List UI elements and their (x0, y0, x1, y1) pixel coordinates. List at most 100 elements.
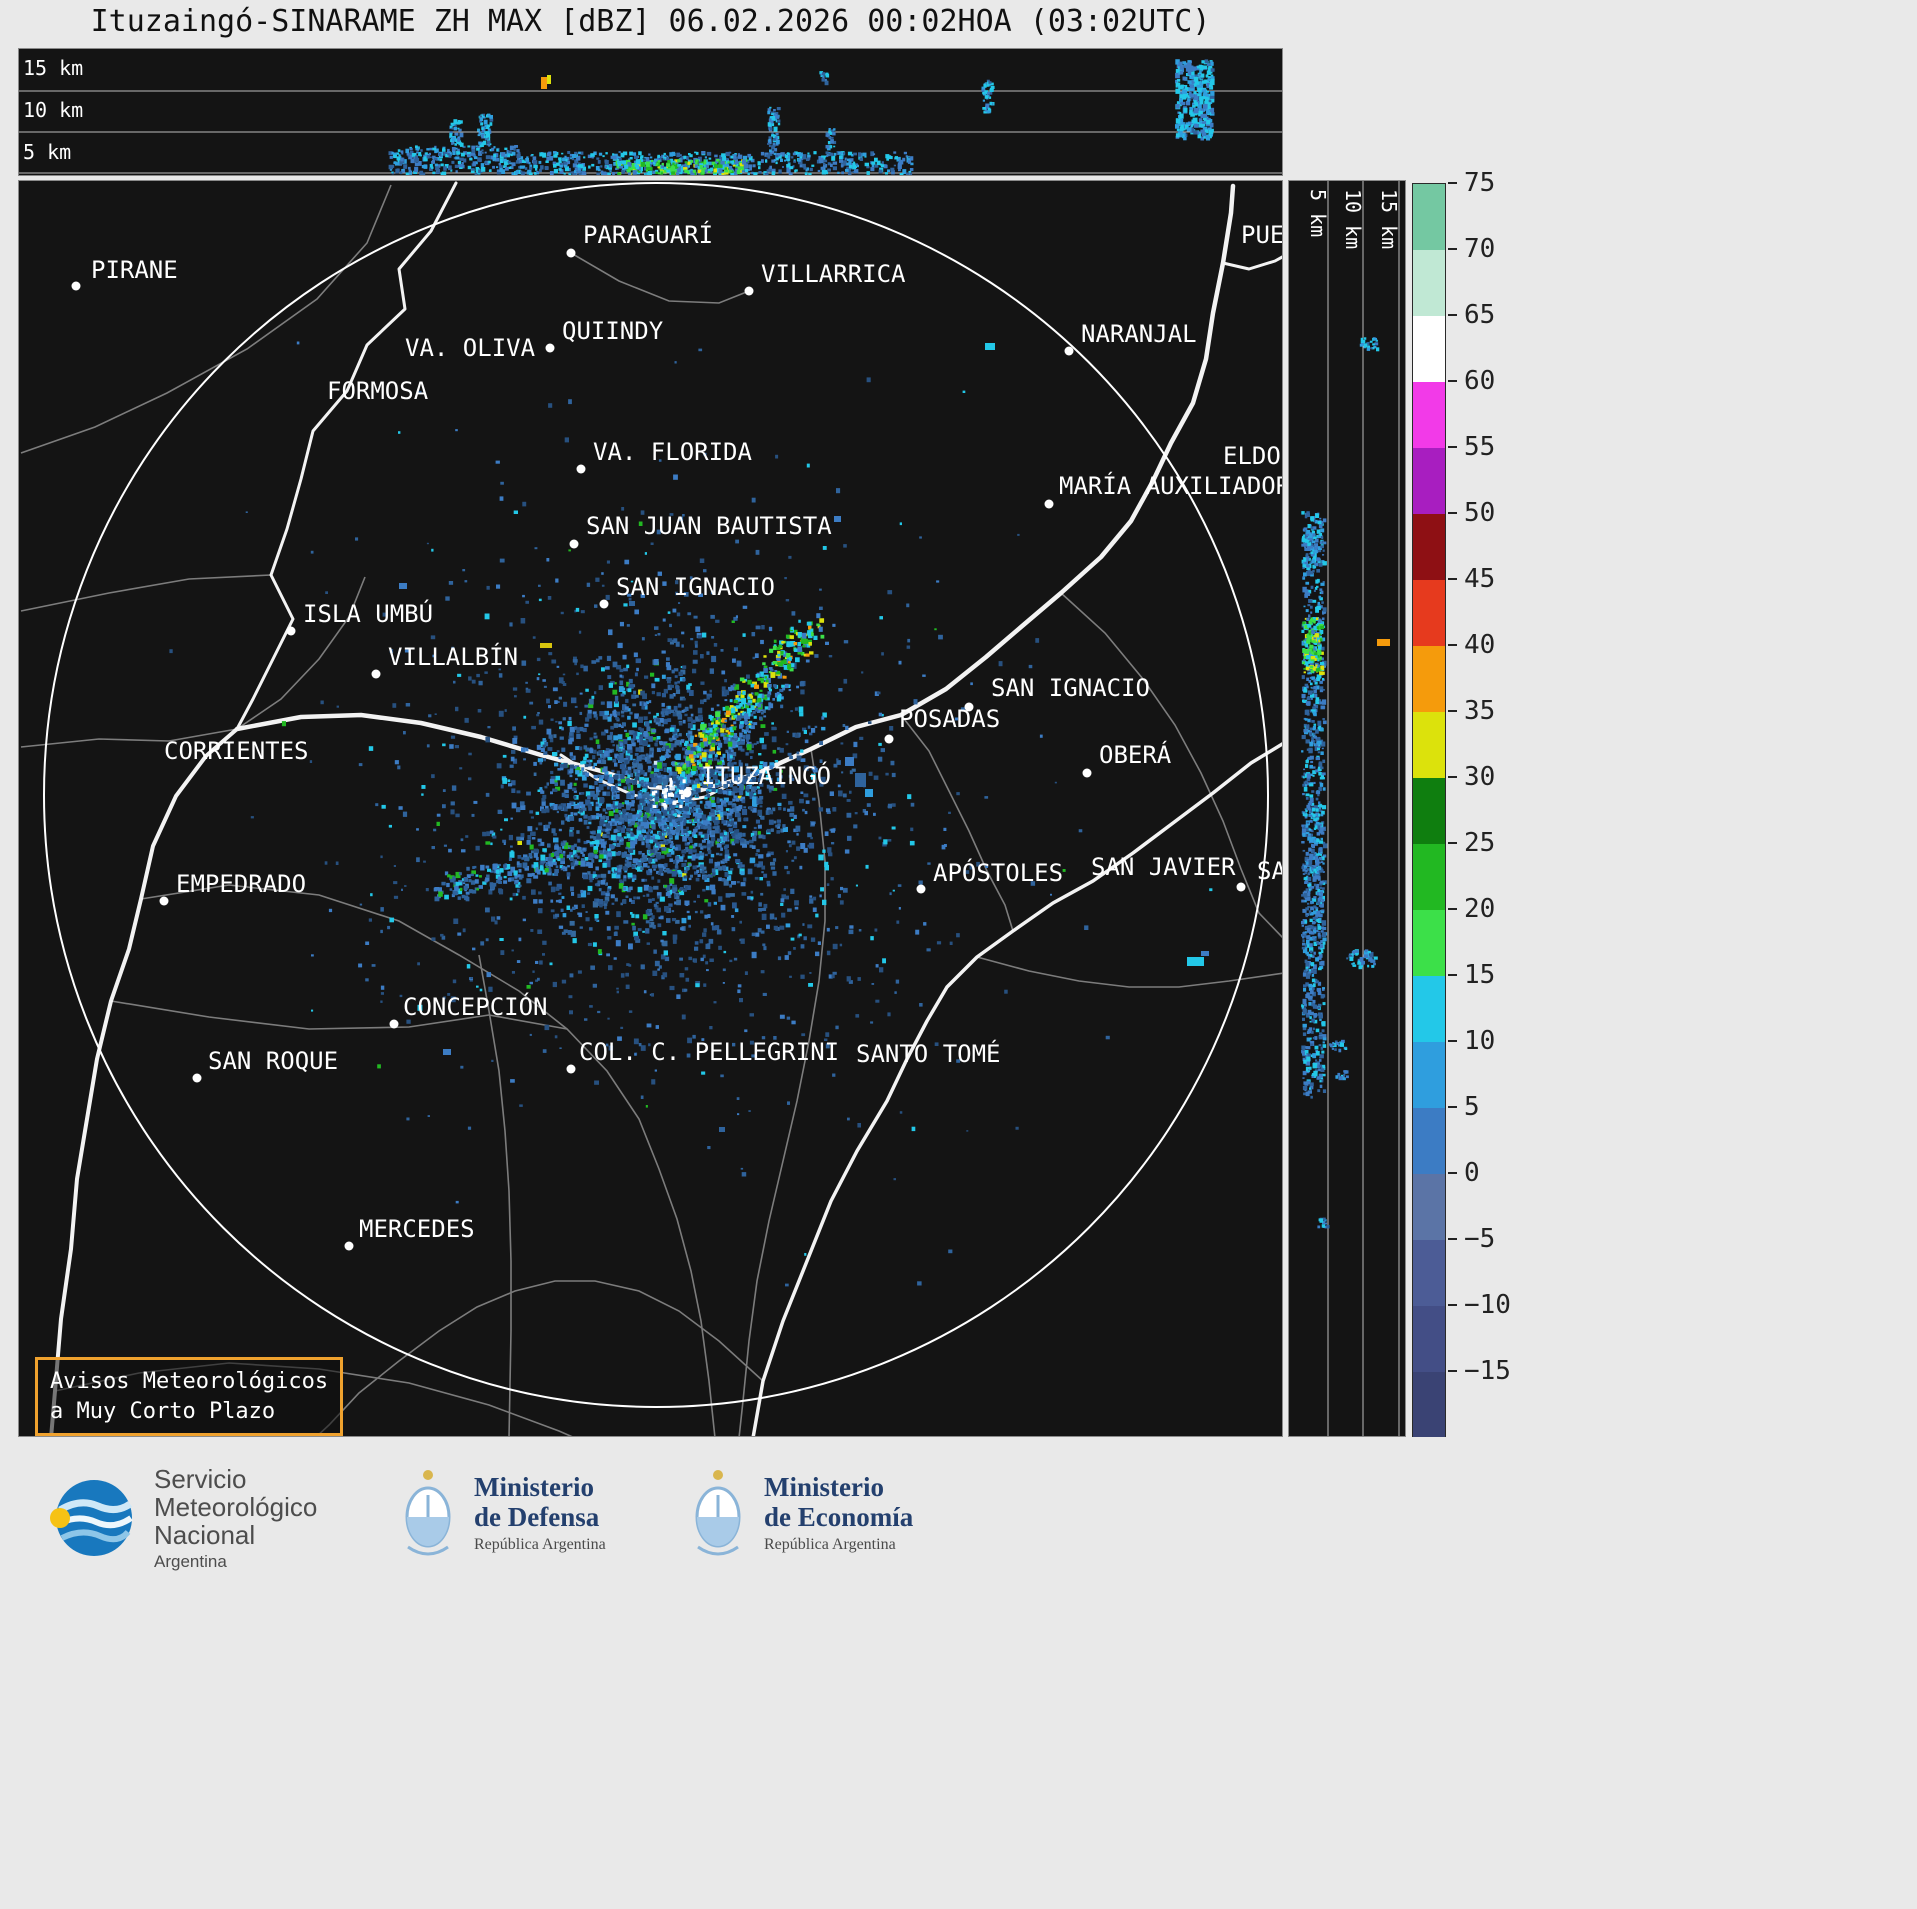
city-label: FORMOSA (327, 377, 429, 405)
city-dot (545, 343, 555, 353)
city-label: ELDOR (1223, 442, 1282, 470)
city-label: PARAGUARÍ (583, 220, 713, 249)
city-dot (744, 286, 754, 296)
colorbar-tickmark (1448, 578, 1457, 580)
city-dot (1044, 499, 1054, 509)
city-dot (576, 464, 586, 474)
smn-name-line2: Meteorológico (154, 1492, 318, 1523)
city-markers: PIRANE PARAGUARÍ VILLARRICA VA. OLIVA QUIIND… (71, 220, 1282, 1251)
warning-box: Avisos Meteorológicos a Muy Corto Plazo (35, 1357, 344, 1436)
coat-of-arms-economia-icon (695, 1470, 741, 1556)
colorbar-segment (1413, 1306, 1445, 1372)
city-label: NARANJAL (1081, 320, 1197, 348)
height-label: 5 km (23, 140, 71, 164)
top-height-profile-plot: 15 km 10 km 5 km (19, 56, 1282, 175)
city-dot (916, 884, 926, 894)
height-label: 15 km (23, 56, 83, 80)
colorbar-segment (1413, 448, 1445, 514)
colorbar-tick-label: 45 (1464, 564, 1496, 594)
city-label: OBERÁ (1099, 740, 1172, 769)
city-dot (159, 896, 169, 906)
city-label: COL. C. PELLEGRINI (579, 1038, 839, 1066)
city-dot (1082, 768, 1092, 778)
ministerio-economia-block: Ministerio de Economía República Argenti… (688, 1465, 913, 1561)
city-label: SAN (1257, 857, 1282, 885)
colorbar-segment (1413, 514, 1445, 580)
smn-country: Argentina (154, 1552, 227, 1572)
defensa-line1: Ministerio (474, 1471, 594, 1502)
colorbar-segment (1413, 976, 1445, 1042)
city-label: SAN IGNACIO (616, 573, 775, 601)
colorbar-segment (1413, 844, 1445, 910)
city-label: MERCEDES (359, 1215, 475, 1243)
city-label: VILLALBÍN (388, 642, 518, 671)
economia-line2: de Economía (764, 1502, 914, 1532)
smn-name-line3: Nacional (154, 1520, 256, 1551)
colorbar-tickmark (1448, 644, 1457, 646)
city-label: ITUZAINGÓ (701, 760, 831, 790)
radar-echoes (169, 341, 1213, 1287)
economia-subtitle: República Argentina (764, 1536, 896, 1554)
colorbar-tickmark (1448, 1304, 1457, 1306)
city-label: QUIINDY (562, 317, 664, 345)
city-label: CONCEPCIÓN (403, 991, 548, 1021)
colorbar: 75 70 65 60 55 50 45 40 35 30 25 20 15 10 5 0 −5 −10 −15 (1412, 168, 1511, 1438)
economia-line1: Ministerio (764, 1471, 884, 1502)
colorbar-tick-label: 75 (1464, 168, 1496, 198)
colorbar-tickmark (1448, 776, 1457, 778)
colorbar-tick-label: 55 (1464, 432, 1496, 462)
colorbar-tickmark (1448, 380, 1457, 382)
city-dot (566, 1064, 576, 1074)
colorbar-tick-label: 40 (1464, 630, 1496, 660)
colorbar-segment (1413, 1174, 1445, 1240)
city-label: ISLA UMBÚ (303, 598, 433, 628)
colorbar-segment (1413, 382, 1445, 448)
colorbar-tick-label: 30 (1464, 762, 1496, 792)
colorbar-tickmark (1448, 908, 1457, 910)
colorbar-tickmark (1448, 1106, 1457, 1108)
top-profile-echoes (388, 59, 1215, 175)
warning-line-1: Avisos Meteorológicos (50, 1369, 329, 1394)
city-label: VA. FLORIDA (593, 438, 752, 466)
city-dot (682, 788, 692, 798)
colorbar-scale (1412, 183, 1446, 1438)
city-label: EMPEDRADO (176, 870, 306, 898)
city-label: VILLARRICA (761, 260, 906, 288)
city-label: SAN IGNACIO (991, 674, 1150, 702)
smn-logo-icon (50, 1480, 133, 1557)
height-label: 10 km (1341, 189, 1365, 249)
colorbar-segment (1413, 316, 1445, 382)
colorbar-tickmark (1448, 974, 1457, 976)
smn-name-line1: Servicio (154, 1464, 247, 1494)
height-label: 10 km (23, 98, 83, 122)
height-label: 5 km (1306, 189, 1330, 237)
footer: Servicio Meteorológico Nacional Argentin… (0, 1437, 1917, 1909)
city-dot (1064, 346, 1074, 356)
colorbar-tick-label: 35 (1464, 696, 1496, 726)
colorbar-segment (1413, 778, 1445, 844)
colorbar-segment (1413, 910, 1445, 976)
right-height-profile-plot: 5 km 10 km 15 km (1301, 181, 1401, 1436)
colorbar-tickmark (1448, 512, 1457, 514)
city-dot (964, 702, 974, 712)
colorbar-tickmark (1448, 842, 1457, 844)
range-ring (43, 182, 1269, 1408)
city-label: APÓSTOLES (933, 857, 1063, 887)
ministerio-economia-wordmark: Ministerio de Economía República Argenti… (764, 1472, 913, 1554)
city-label: VA. OLIVA (405, 334, 536, 362)
colorbar-tickmark (1448, 182, 1457, 184)
ministerio-defensa-wordmark: Ministerio de Defensa República Argentin… (474, 1472, 606, 1554)
colorbar-tick-label: 10 (1464, 1026, 1496, 1056)
ministerio-defensa-block: Ministerio de Defensa República Argentin… (398, 1465, 606, 1561)
city-label: SAN ROQUE (208, 1047, 338, 1075)
warning-line-2: a Muy Corto Plazo (50, 1398, 276, 1424)
city-label: PIRANE (91, 256, 178, 284)
colorbar-segment (1413, 184, 1445, 250)
right-profile-echoes (1301, 337, 1390, 1229)
radar-map-panel: PIRANE PARAGUARÍ VILLARRICA VA. OLIVA QUIIND… (18, 180, 1283, 1437)
defensa-subtitle: República Argentina (474, 1536, 606, 1554)
city-label: PUER (1241, 221, 1282, 249)
colorbar-tick-label: 15 (1464, 960, 1496, 990)
top-height-profile-panel: 15 km 10 km 5 km (18, 48, 1283, 176)
city-dot (344, 1241, 354, 1251)
